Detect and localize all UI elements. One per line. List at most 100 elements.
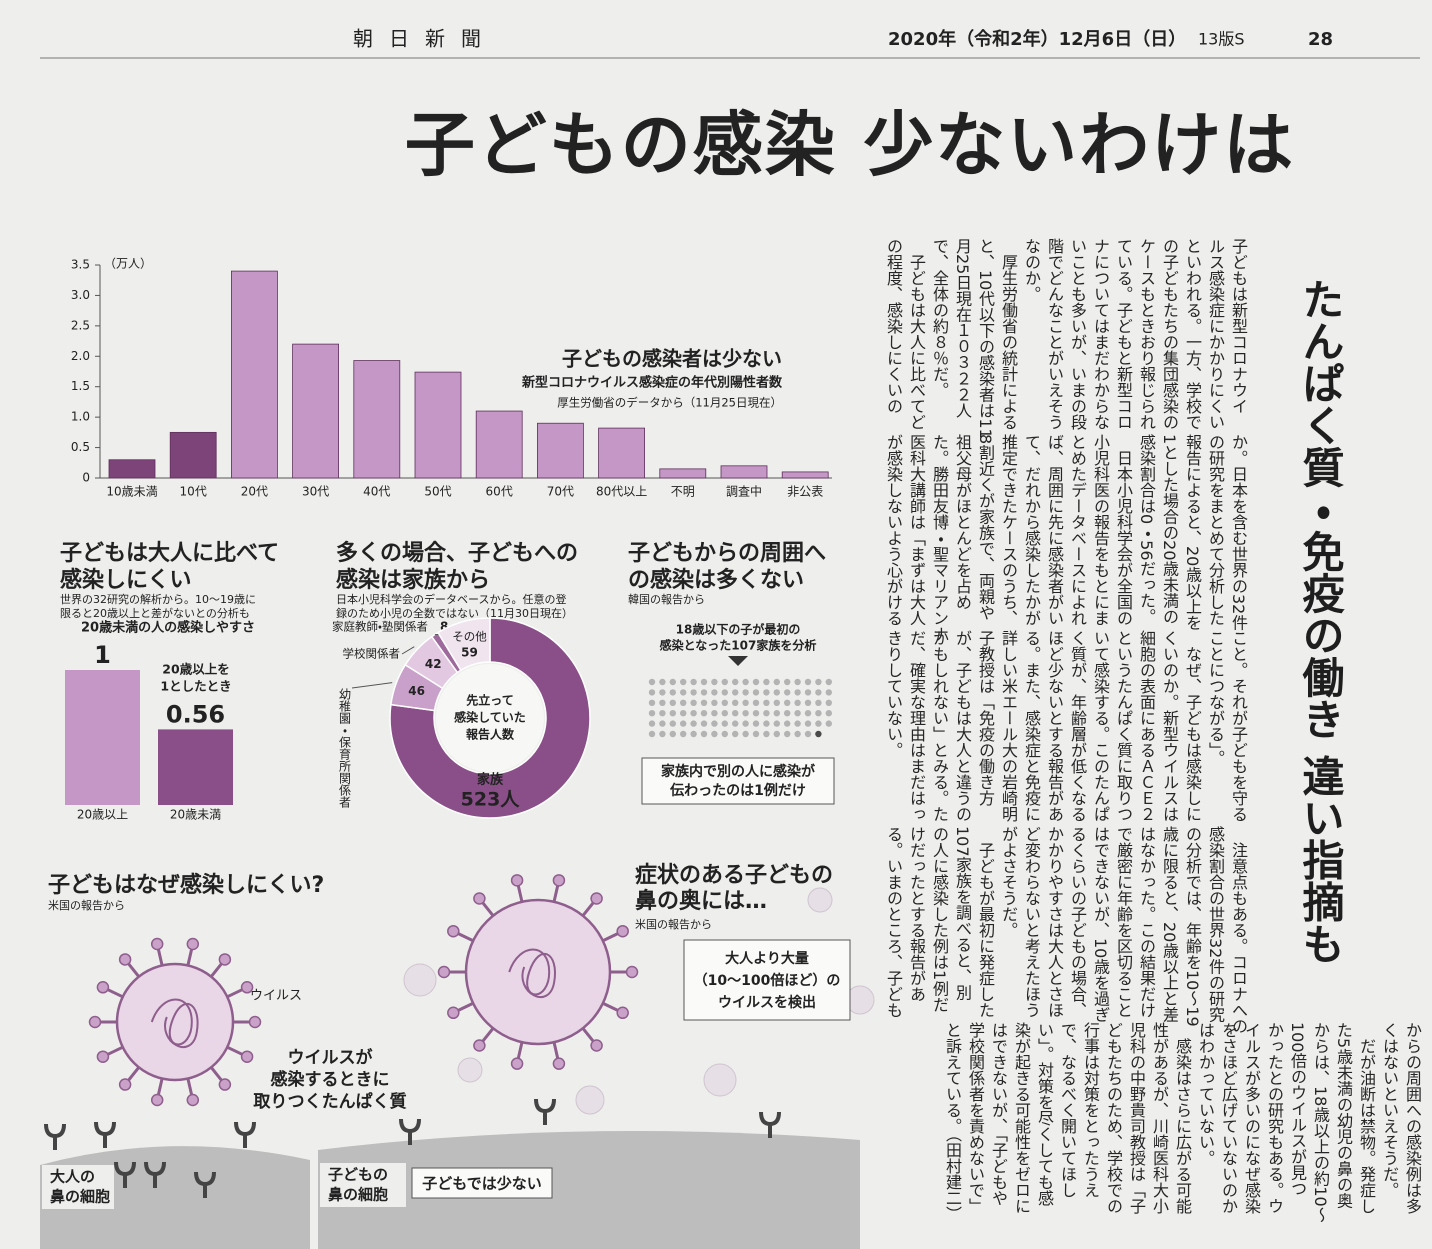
y-tick-label: 3.5 <box>71 258 90 272</box>
dot <box>669 689 676 696</box>
dot <box>721 710 728 717</box>
article-line: 祖父母がほとんどを占め <box>953 434 972 610</box>
dot <box>752 710 760 717</box>
value-label: 1 <box>94 641 111 669</box>
article-line: 学校関係者を責めないで」 <box>966 1022 985 1214</box>
receptor <box>399 1118 421 1145</box>
x-tick-label: 非公表 <box>787 485 823 499</box>
box-label: 感染となった107家族を分析 <box>660 638 817 653</box>
article-line: 107家族を調べると、別 <box>953 826 972 1001</box>
article-line: いことも多いが、いまの段 <box>1068 238 1087 430</box>
illustration-label: 子どもの <box>328 1166 388 1184</box>
article-band: 子どもは新型コロナウイ ルス感染症にかかりにくい といわれる。一方、学校で の子どもた… <box>882 238 1250 439</box>
article-band: か。日本を含む世界の32件 の研究をまとめて分析した 報告によると、20歳以上を 1と… <box>882 434 1250 642</box>
dot <box>669 678 676 686</box>
label-bg <box>320 1163 406 1207</box>
receptor <box>44 1123 66 1150</box>
dot <box>742 699 749 706</box>
background-virus <box>807 887 833 913</box>
bar <box>720 465 768 479</box>
dot <box>648 678 656 686</box>
dot <box>700 720 708 727</box>
bar <box>781 471 829 479</box>
article-line: かったとの研究もある。ウ <box>1265 1022 1284 1214</box>
dot <box>700 689 708 696</box>
dot <box>721 699 728 706</box>
article-line: 階でどんなことがいえそう <box>1045 238 1064 430</box>
chart-subtitle: 新型コロナウイルス感染症の年代別陽性者数 <box>521 375 783 391</box>
section-title: 症状のある子どもの <box>635 863 833 888</box>
article-line: 染が起きる可能性をゼロに <box>1012 1022 1031 1214</box>
illustration-label: 感染するときに <box>270 1069 390 1090</box>
dot <box>804 720 812 727</box>
dot <box>794 730 801 738</box>
illustration-label: 鼻の細胞 <box>328 1186 388 1204</box>
donut-hole <box>436 664 544 772</box>
article-line: るくらいの子どもの場合、 <box>1068 826 1087 1018</box>
section-note: 録のため小児の全数ではない（11月30日現在） <box>336 606 573 620</box>
article-band: こと。それが子どもを守る ことにつながる」。 なぜ、子どもは感染しに くいのか。新型… <box>882 630 1250 830</box>
article-line: なぜ、子どもは感染しに <box>1183 630 1202 822</box>
bar <box>659 468 707 479</box>
x-tick-label: 30代 <box>302 485 329 499</box>
segment-label: 家庭教師・塾関係者 <box>332 620 428 634</box>
annotation: 1としたとき <box>160 679 231 694</box>
dot <box>825 720 832 727</box>
dot <box>742 678 749 686</box>
article-line: 歳に限ると、20歳以上と差 <box>1160 826 1179 1023</box>
chart-title: 子どもの感染者は少ない <box>562 347 782 371</box>
virus-spike-tip <box>616 1006 629 1020</box>
dot <box>815 678 822 686</box>
article-line: い」。対策を尽くしても感 <box>1035 1022 1054 1206</box>
illustration-note: ウイルスを検出 <box>718 994 816 1011</box>
value-label: 0.56 <box>166 700 225 728</box>
chart-subtitle: 20歳未満の人の感染しやすさ <box>81 620 255 636</box>
article-line: ほど少ないとする報告があ <box>1045 630 1064 822</box>
virus-spike-tip <box>150 937 164 951</box>
dot <box>700 699 708 706</box>
article-line: で厳密に年齢を区切ること <box>1114 826 1133 1018</box>
dot <box>721 730 728 738</box>
article-line: けだったとする報告があ <box>907 826 926 1002</box>
dot <box>711 720 718 727</box>
y-tick-label: 0 <box>82 471 90 485</box>
dot <box>784 730 791 738</box>
illustration-label: ウイルスが <box>288 1047 373 1068</box>
bar <box>353 360 401 479</box>
dot <box>732 678 739 686</box>
value-label: 46 <box>408 684 425 698</box>
article-line: 子教授は「免疫の働き方 <box>976 630 995 806</box>
virus-spike-tip <box>218 953 232 966</box>
dot <box>815 730 822 738</box>
article-band: からの周囲への感染例は多 くはないといえそうだ。 だが油断は禁物。発症し た5歳未満… <box>941 1022 1424 1223</box>
article-line: が感染しないよう心がける <box>884 434 903 626</box>
dot <box>773 730 780 738</box>
y-tick-label: 1.5 <box>71 379 90 393</box>
article-line: 子どもが最初に発症した <box>976 826 995 1018</box>
dot <box>815 720 822 727</box>
dot <box>721 720 728 727</box>
article-line: の人に感染した例は1例だ <box>930 826 949 1013</box>
dot <box>711 699 718 706</box>
article-line: 児科の中野貴司教授は「子 <box>1127 1022 1146 1214</box>
dot <box>659 720 666 727</box>
article-line: だが油断は禁物。発症し <box>1357 1022 1376 1214</box>
x-tick-label: 調査中 <box>726 484 762 499</box>
receptor <box>234 1121 256 1148</box>
dot <box>690 699 697 706</box>
section-title: 感染しにくい <box>60 567 192 593</box>
virus-spike-tip <box>118 953 132 966</box>
article-line: どもたちのため、学校での <box>1104 1022 1123 1214</box>
dot <box>680 720 687 727</box>
section-note: 米国の報告から <box>48 899 125 912</box>
article-line: 医科大講師は「まずは大人 <box>907 434 926 626</box>
background-virus <box>575 1085 605 1115</box>
chart-source: 厚生労働省のデータから（11月25日現在） <box>557 396 782 410</box>
virus-spike-tip <box>248 1015 262 1029</box>
virus-spike-tip <box>240 981 254 994</box>
illustration-note: 大人より大量 <box>725 950 809 967</box>
virus-spike-tip <box>473 892 486 905</box>
dot <box>659 689 666 696</box>
x-tick-label: 20歳未満 <box>170 808 221 822</box>
